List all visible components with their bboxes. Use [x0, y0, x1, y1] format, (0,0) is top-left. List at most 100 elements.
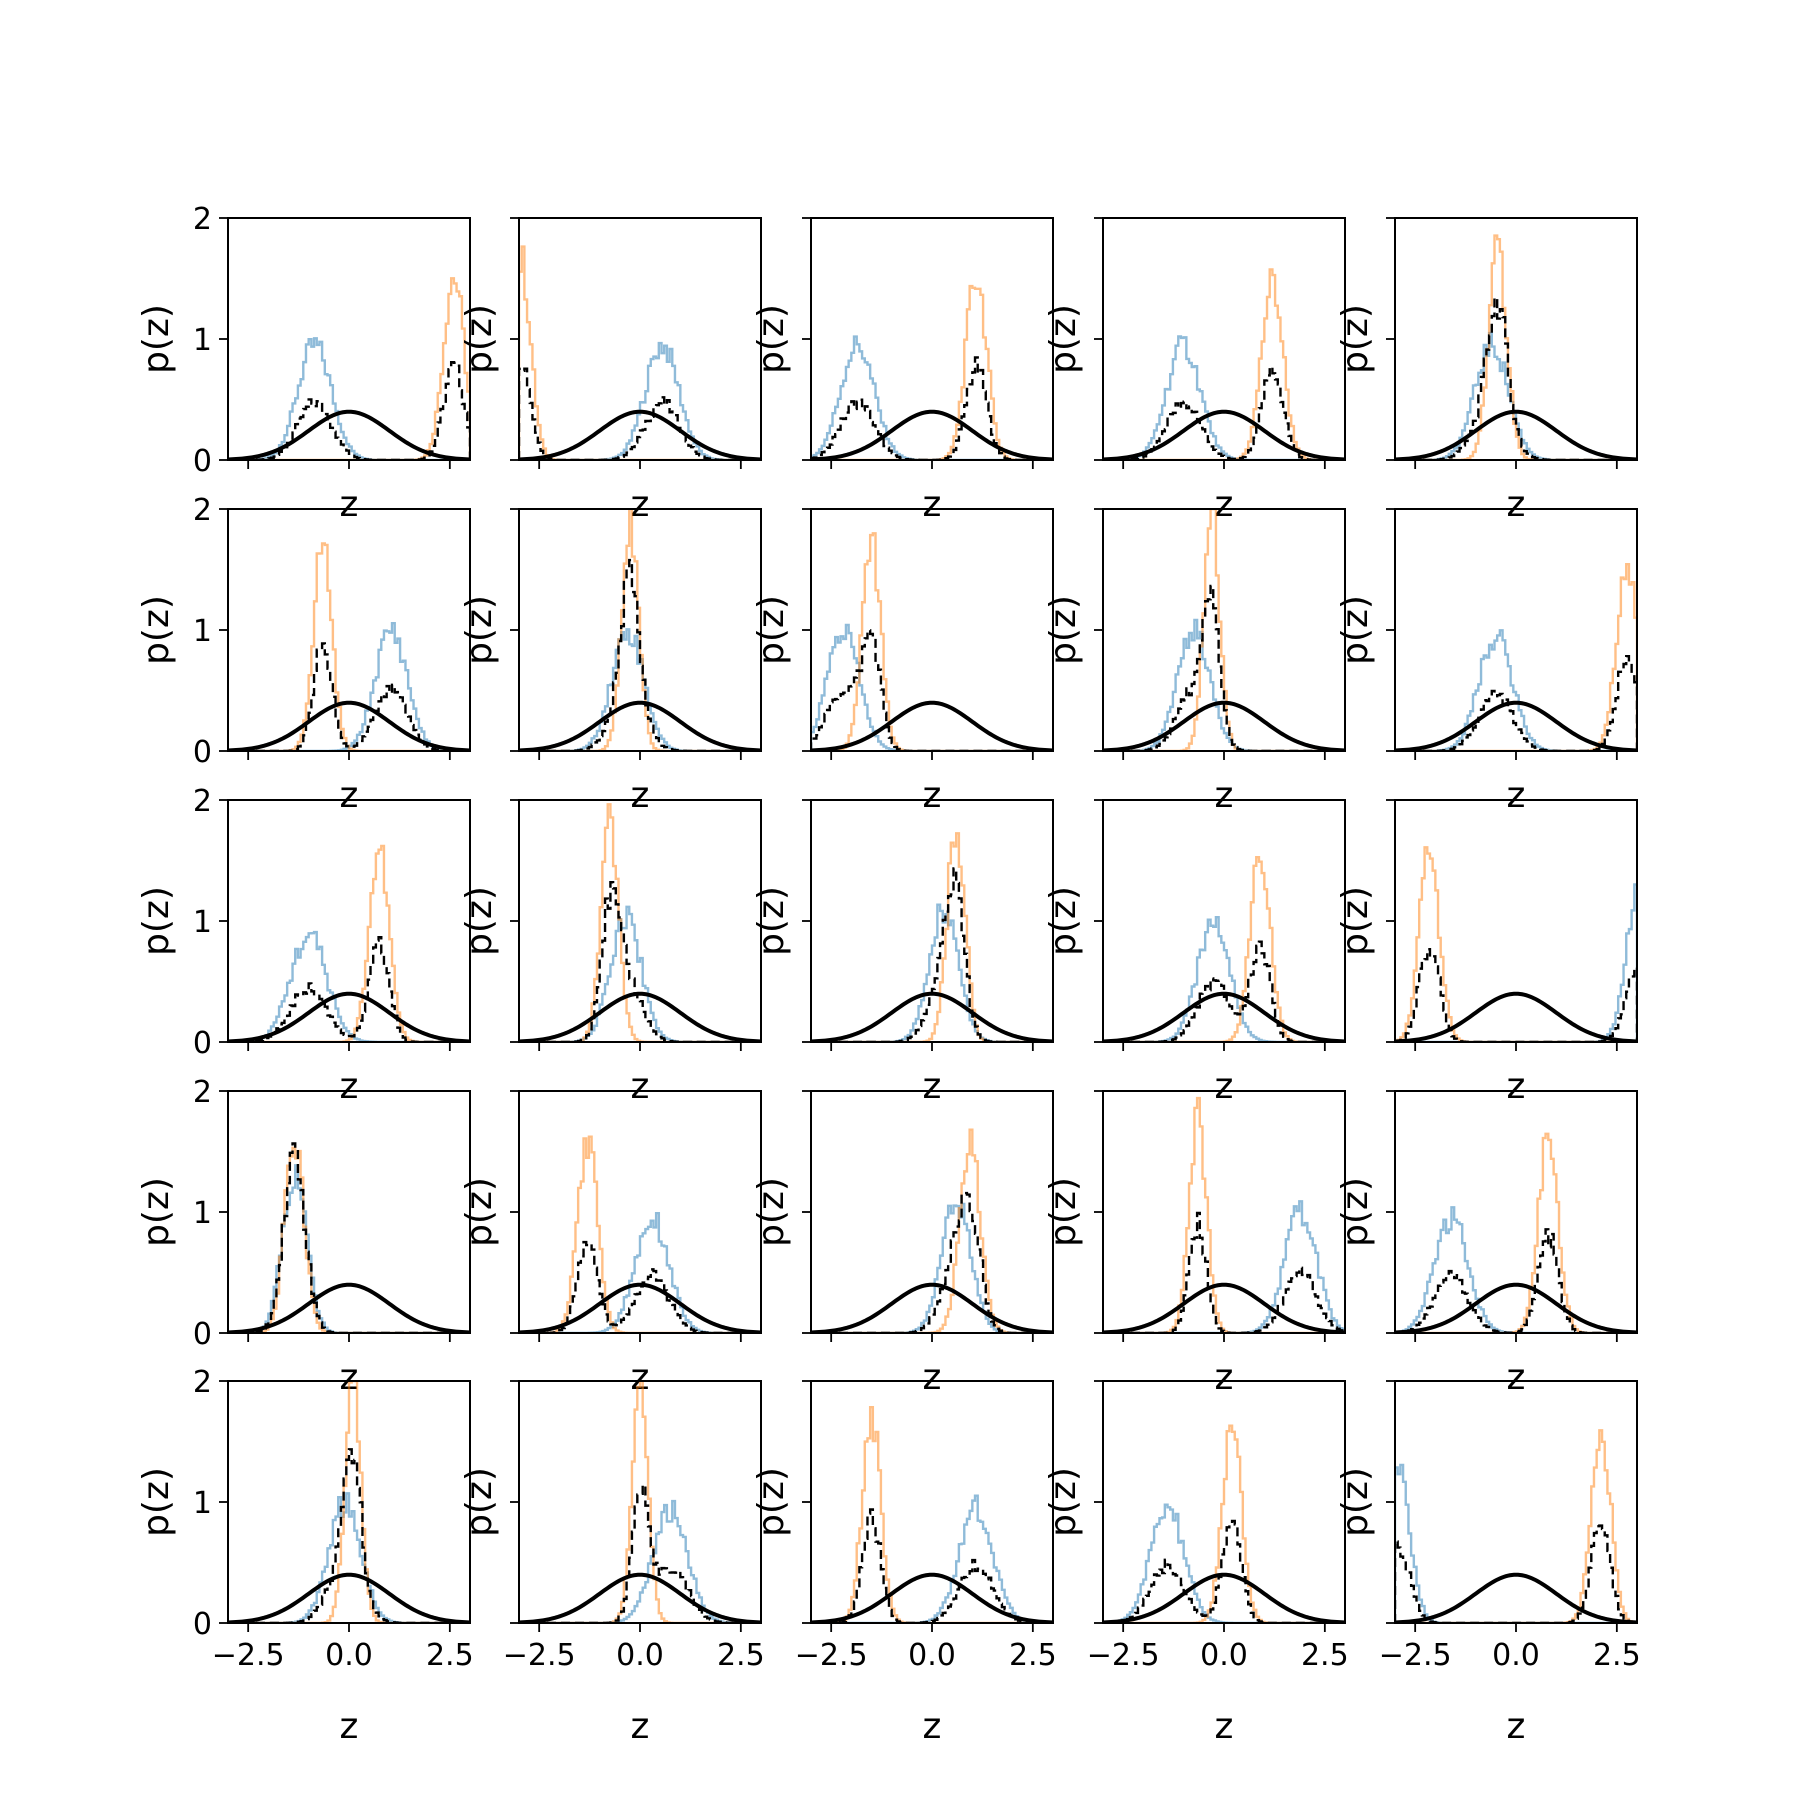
- y-tick-label: 1: [193, 1486, 212, 1521]
- plot-area: [1395, 234, 1637, 460]
- blue-histogram: [228, 1492, 470, 1623]
- y-tick-label: 0: [193, 1317, 212, 1352]
- plot-area: [1395, 1132, 1637, 1333]
- y-tick-label: 0: [193, 735, 212, 770]
- x-axis-label: z: [1507, 484, 1526, 525]
- prior-gaussian-curve: [228, 1282, 470, 1333]
- plot-area: [228, 1142, 470, 1333]
- plot-area: [811, 832, 1053, 1042]
- x-tick-label: −2.5: [503, 1638, 576, 1673]
- y-axis-label: p(z): [136, 1177, 177, 1247]
- x-axis-label: z: [340, 1357, 359, 1398]
- orange-histogram: [1395, 234, 1637, 460]
- subplot-r0-c0: z 0 1 2 p(z): [136, 202, 471, 525]
- axes-frame: [1394, 1090, 1638, 1334]
- y-axis-label: p(z): [1335, 1467, 1376, 1537]
- x-axis-label: z: [1215, 1706, 1234, 1747]
- subplot-r1-c2: z p(z): [751, 508, 1054, 816]
- subplot-r4-c0: −2.5 0.0 2.5 z 0 1 2 p(z): [136, 1365, 474, 1747]
- prior-gaussian-curve: [228, 991, 470, 1042]
- orange-histogram: [1395, 562, 1637, 751]
- blue-histogram: [1103, 335, 1345, 460]
- prior-gaussian-curve: [1103, 991, 1345, 1042]
- x-axis-label: z: [923, 1706, 942, 1747]
- subplot-r0-c4: z p(z): [1335, 217, 1638, 525]
- blue-histogram: [519, 1212, 761, 1333]
- plot-area: [1103, 268, 1345, 460]
- plot-area: [519, 1381, 761, 1623]
- x-tick-label: 0.0: [325, 1638, 373, 1673]
- x-tick-label: −2.5: [1379, 1638, 1452, 1673]
- plot-area: [228, 542, 470, 751]
- orange-histogram: [1103, 509, 1345, 751]
- prior-gaussian-curve: [1395, 700, 1637, 751]
- x-tick-label: 2.5: [426, 1638, 474, 1673]
- prior-gaussian-curve: [228, 1572, 470, 1623]
- axes-frame: [810, 508, 1054, 752]
- y-axis-label: p(z): [1335, 886, 1376, 956]
- mixture-histogram-dashed: [228, 1142, 470, 1333]
- prior-gaussian-curve: [1103, 1282, 1345, 1333]
- prior-gaussian-curve: [1103, 700, 1345, 751]
- plot-area: [811, 1128, 1053, 1333]
- y-tick-label: 1: [193, 1196, 212, 1231]
- y-axis-label: p(z): [751, 1467, 792, 1537]
- plot-area: [811, 1405, 1053, 1623]
- x-axis-label: z: [1507, 1357, 1526, 1398]
- x-axis-label: z: [1507, 1706, 1526, 1747]
- subplot-r2-c2: z p(z): [751, 799, 1054, 1107]
- x-tick-label: 2.5: [717, 1638, 765, 1673]
- subplot-r1-c0: z 0 1 2 p(z): [136, 493, 471, 816]
- y-tick-label: 0: [193, 1607, 212, 1642]
- y-tick-label: 0: [193, 1026, 212, 1061]
- axes-frame: [518, 799, 762, 1043]
- axes-frame: [1394, 799, 1638, 1043]
- plot-area: [1103, 856, 1345, 1042]
- orange-histogram: [1395, 846, 1637, 1042]
- mixture-histogram-dashed: [1103, 584, 1345, 751]
- blue-histogram: [811, 1202, 1053, 1333]
- mixture-histogram-dashed: [811, 356, 1053, 460]
- orange-histogram: [228, 1146, 470, 1333]
- subplot-r3-c3: z p(z): [1043, 1090, 1346, 1398]
- subplot-r2-c1: z p(z): [459, 799, 762, 1107]
- x-tick-label: 2.5: [1593, 1638, 1641, 1673]
- prior-gaussian-curve: [228, 409, 470, 460]
- subplot-r3-c1: z p(z): [459, 1090, 762, 1398]
- plot-area: [811, 532, 1053, 751]
- orange-histogram: [228, 844, 470, 1042]
- orange-histogram: [228, 542, 470, 751]
- subplot-r4-c2: −2.5 0.0 2.5 z p(z): [751, 1380, 1057, 1747]
- plot-area: [519, 1135, 761, 1333]
- x-axis-label: z: [1507, 775, 1526, 816]
- plot-area: [1103, 509, 1345, 751]
- prior-gaussian-curve: [1395, 991, 1637, 1042]
- blue-histogram: [1395, 1206, 1637, 1333]
- axes-frame: [227, 799, 471, 1043]
- blue-histogram: [228, 622, 470, 751]
- x-axis-label: z: [1215, 775, 1234, 816]
- y-axis-label: p(z): [751, 1177, 792, 1247]
- y-tick-label: 2: [193, 493, 212, 528]
- x-axis-label: z: [923, 1066, 942, 1107]
- mixture-histogram-dashed: [811, 1191, 1053, 1333]
- y-tick-label: 2: [193, 1365, 212, 1400]
- blue-histogram: [1395, 331, 1637, 460]
- prior-gaussian-curve: [811, 1282, 1053, 1333]
- x-tick-label: −2.5: [795, 1638, 868, 1673]
- mixture-histogram-dashed: [228, 642, 470, 751]
- prior-gaussian-curve: [1103, 409, 1345, 460]
- plot-area: [228, 277, 470, 460]
- x-axis-label: z: [340, 484, 359, 525]
- y-axis-label: p(z): [459, 886, 500, 956]
- prior-gaussian-curve: [1103, 1572, 1345, 1623]
- x-axis-label: z: [631, 1706, 650, 1747]
- blue-histogram: [811, 623, 1053, 751]
- prior-gaussian-curve: [519, 1282, 761, 1333]
- plot-area: [1103, 1424, 1345, 1623]
- y-axis-label: p(z): [1043, 304, 1084, 374]
- x-tick-label: 2.5: [1301, 1638, 1349, 1673]
- orange-histogram: [811, 832, 1053, 1042]
